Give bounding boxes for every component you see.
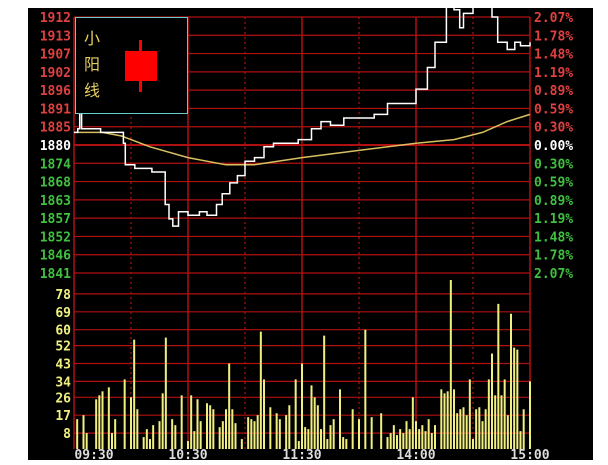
time-tick-label: 15:00 — [510, 448, 549, 463]
price-tick-label: 1885 — [40, 121, 71, 136]
price-tick-label: 1857 — [40, 212, 71, 227]
percent-tick-label: 0.59% — [534, 102, 573, 117]
percent-tick-label: 1.78% — [534, 29, 573, 44]
price-tick-label: 1891 — [40, 102, 71, 117]
time-tick-label: 14:00 — [396, 448, 435, 463]
price-tick-label: 1841 — [40, 267, 71, 282]
volume-tick-label: 43 — [55, 358, 71, 373]
percent-tick-label: 0.89% — [534, 194, 573, 209]
price-tick-label: 1913 — [40, 29, 71, 44]
percent-tick-label: 0.89% — [534, 84, 573, 99]
percent-tick-label: 0.00% — [534, 139, 573, 154]
price-tick-label: 1896 — [40, 84, 71, 99]
percent-tick-label: 0.30% — [534, 157, 573, 172]
volume-tick-label: 52 — [55, 340, 71, 355]
percent-tick-label: 0.30% — [534, 121, 573, 136]
volume-tick-label: 17 — [55, 409, 71, 424]
volume-tick-label: 26 — [55, 391, 71, 406]
price-line — [74, 1, 531, 227]
price-tick-label: 1907 — [40, 48, 71, 63]
percent-tick-label: 1.48% — [534, 230, 573, 245]
volume-tick-label: 8 — [63, 427, 71, 442]
average-price-line — [74, 113, 531, 166]
legend-label: 小阳线 — [84, 29, 101, 100]
candle-body-icon — [125, 51, 157, 81]
percent-tick-label: 2.07% — [534, 267, 573, 282]
percent-tick-label: 1.19% — [534, 66, 573, 81]
legend-box: 小阳线 — [75, 17, 188, 114]
percent-tick-label: 0.59% — [534, 176, 573, 191]
price-tick-label: 1880 — [40, 139, 71, 154]
price-tick-label: 1874 — [40, 157, 71, 172]
volume-tick-label: 69 — [55, 306, 71, 321]
time-tick-label: 11:30 — [282, 448, 321, 463]
volume-tick-label: 60 — [55, 324, 71, 339]
percent-tick-label: 1.78% — [534, 249, 573, 264]
time-tick-label: 09:30 — [74, 448, 113, 463]
price-tick-label: 1912 — [40, 11, 71, 26]
percent-tick-label: 1.48% — [534, 48, 573, 63]
percent-tick-label: 1.19% — [534, 212, 573, 227]
volume-tick-label: 34 — [55, 375, 71, 390]
volume-tick-label: 78 — [55, 288, 71, 303]
time-tick-label: 10:30 — [168, 448, 207, 463]
price-tick-label: 1868 — [40, 176, 71, 191]
percent-tick-label: 2.07% — [534, 11, 573, 26]
price-tick-label: 1863 — [40, 194, 71, 209]
price-tick-label: 1852 — [40, 230, 71, 245]
price-tick-label: 1846 — [40, 249, 71, 264]
price-tick-label: 1902 — [40, 66, 71, 81]
